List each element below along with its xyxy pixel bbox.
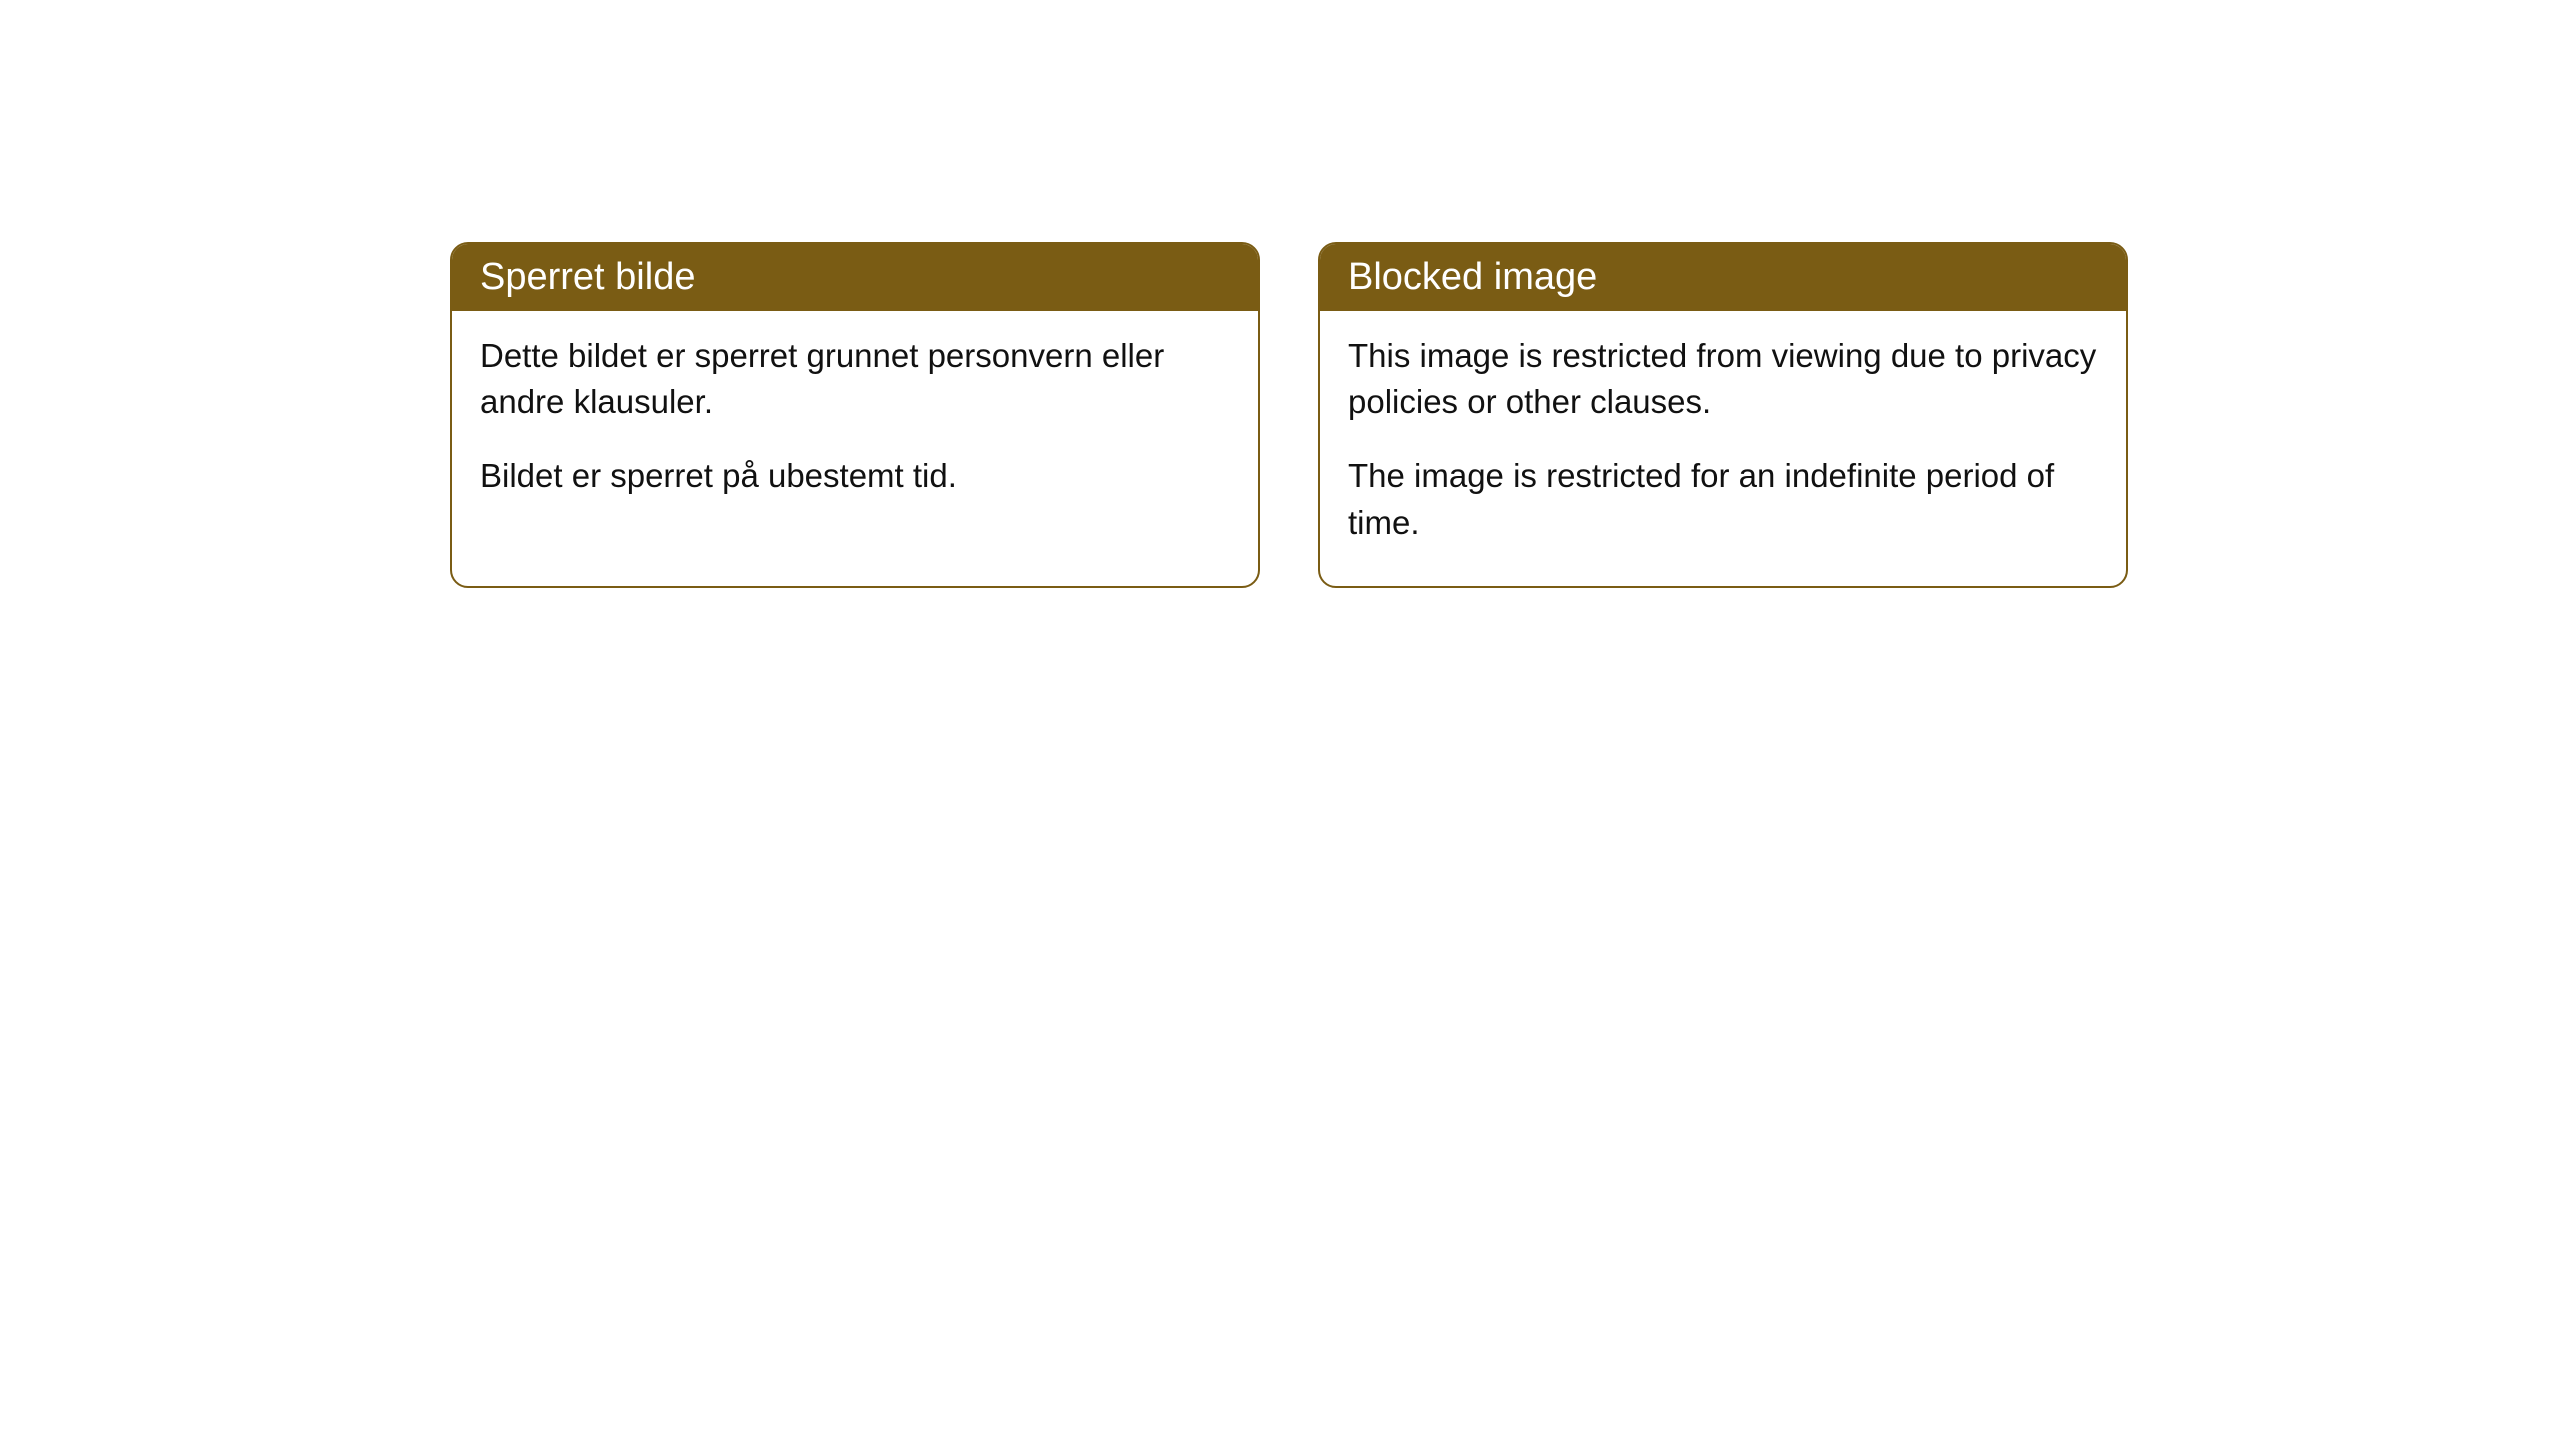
card-body-english: This image is restricted from viewing du… xyxy=(1320,311,2126,586)
card-paragraph: The image is restricted for an indefinit… xyxy=(1348,453,2098,545)
card-paragraph: Dette bildet er sperret grunnet personve… xyxy=(480,333,1230,425)
notice-card-english: Blocked image This image is restricted f… xyxy=(1318,242,2128,588)
card-title: Blocked image xyxy=(1348,256,1597,298)
notice-card-norwegian: Sperret bilde Dette bildet er sperret gr… xyxy=(450,242,1260,588)
card-paragraph: This image is restricted from viewing du… xyxy=(1348,333,2098,425)
notice-cards-container: Sperret bilde Dette bildet er sperret gr… xyxy=(450,242,2128,588)
card-paragraph: Bildet er sperret på ubestemt tid. xyxy=(480,453,1230,499)
card-header-english: Blocked image xyxy=(1320,244,2126,311)
card-title: Sperret bilde xyxy=(480,256,695,298)
card-body-norwegian: Dette bildet er sperret grunnet personve… xyxy=(452,311,1258,540)
card-header-norwegian: Sperret bilde xyxy=(452,244,1258,311)
